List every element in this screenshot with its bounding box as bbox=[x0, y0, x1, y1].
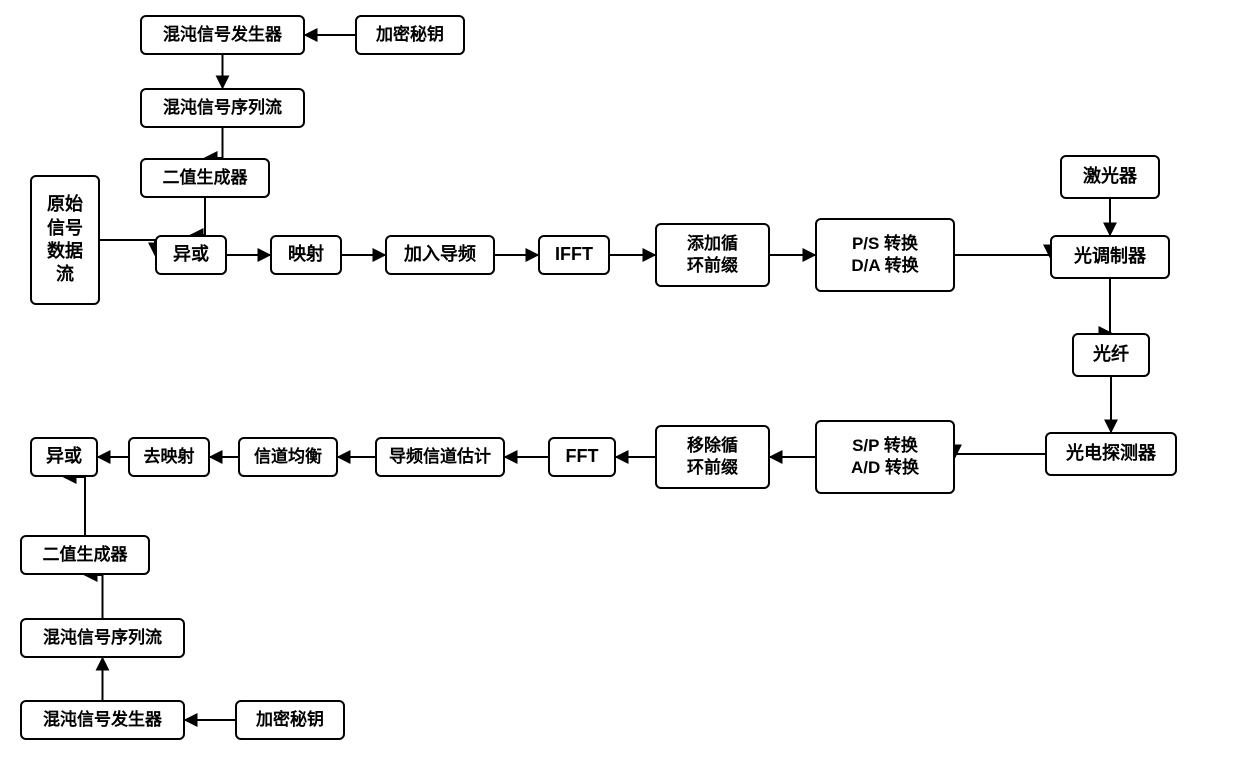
node-label: 二值生成器 bbox=[163, 167, 248, 189]
node-label: IFFT bbox=[555, 243, 593, 266]
node-add_pilot: 加入导频 bbox=[385, 235, 495, 275]
node-label: 异或 bbox=[173, 243, 209, 266]
node-bin_gen_bot: 二值生成器 bbox=[20, 535, 150, 575]
node-enc_key_bot: 加密秘钥 bbox=[235, 700, 345, 740]
node-label: 激光器 bbox=[1083, 165, 1137, 188]
edge-bin_gen_bot-to-xor_bot bbox=[64, 477, 85, 535]
node-label: 混沌信号发生器 bbox=[43, 709, 162, 731]
node-label: 异或 bbox=[46, 445, 82, 468]
node-raw_stream: 原始 信号 数据 流 bbox=[30, 175, 100, 305]
node-label: 移除循 环前缀 bbox=[687, 435, 738, 479]
node-label: 添加循 环前缀 bbox=[687, 233, 738, 277]
node-label: 加密秘钥 bbox=[376, 24, 444, 46]
node-rm_cp: 移除循 环前缀 bbox=[655, 425, 770, 489]
node-label: P/S 转换 D/A 转换 bbox=[851, 233, 918, 277]
node-label: 加密秘钥 bbox=[256, 709, 324, 731]
node-chaos_seq_bot: 混沌信号序列流 bbox=[20, 618, 185, 658]
node-xor_bot: 异或 bbox=[30, 437, 98, 477]
node-opt_mod: 光调制器 bbox=[1050, 235, 1170, 279]
node-label: 混沌信号发生器 bbox=[163, 24, 282, 46]
node-label: 混沌信号序列流 bbox=[163, 97, 282, 119]
node-bin_gen_top: 二值生成器 bbox=[140, 158, 270, 198]
node-chaos_gen_top: 混沌信号发生器 bbox=[140, 15, 305, 55]
node-label: 导频信道估计 bbox=[389, 446, 491, 468]
edge-raw_stream-to-xor_top bbox=[100, 240, 155, 255]
node-pilot_est: 导频信道估计 bbox=[375, 437, 505, 477]
node-mapping: 映射 bbox=[270, 235, 342, 275]
node-fiber: 光纤 bbox=[1072, 333, 1150, 377]
edge-chaos_seq_bot-to-bin_gen_bot bbox=[85, 575, 103, 618]
edge-opt_mod-to-fiber bbox=[1110, 279, 1111, 333]
node-demap: 去映射 bbox=[128, 437, 210, 477]
node-chaos_seq_top: 混沌信号序列流 bbox=[140, 88, 305, 128]
node-label: 光调制器 bbox=[1074, 245, 1146, 268]
node-label: 光纤 bbox=[1093, 343, 1129, 366]
node-ch_eq: 信道均衡 bbox=[238, 437, 338, 477]
node-label: 光电探测器 bbox=[1066, 442, 1156, 465]
node-ps_da: P/S 转换 D/A 转换 bbox=[815, 218, 955, 292]
node-label: 原始 信号 数据 流 bbox=[47, 193, 83, 287]
node-label: 混沌信号序列流 bbox=[43, 627, 162, 649]
edge-chaos_seq_top-to-bin_gen_top bbox=[205, 128, 223, 158]
node-laser: 激光器 bbox=[1060, 155, 1160, 199]
node-label: 映射 bbox=[288, 243, 324, 266]
edge-photodetector-to-sp_ad bbox=[955, 454, 1045, 457]
node-label: FFT bbox=[566, 445, 599, 468]
edge-bin_gen_top-to-xor_top bbox=[191, 198, 205, 235]
node-add_cp: 添加循 环前缀 bbox=[655, 223, 770, 287]
node-label: 信道均衡 bbox=[254, 446, 322, 468]
edge-ps_da-to-opt_mod bbox=[955, 255, 1050, 257]
node-enc_key_top: 加密秘钥 bbox=[355, 15, 465, 55]
node-label: 二值生成器 bbox=[43, 544, 128, 566]
node-chaos_gen_bot: 混沌信号发生器 bbox=[20, 700, 185, 740]
node-label: 加入导频 bbox=[404, 243, 476, 266]
node-fft: FFT bbox=[548, 437, 616, 477]
node-label: 去映射 bbox=[144, 446, 195, 468]
node-photodetector: 光电探测器 bbox=[1045, 432, 1177, 476]
node-label: S/P 转换 A/D 转换 bbox=[851, 435, 919, 479]
node-ifft: IFFT bbox=[538, 235, 610, 275]
node-xor_top: 异或 bbox=[155, 235, 227, 275]
node-sp_ad: S/P 转换 A/D 转换 bbox=[815, 420, 955, 494]
